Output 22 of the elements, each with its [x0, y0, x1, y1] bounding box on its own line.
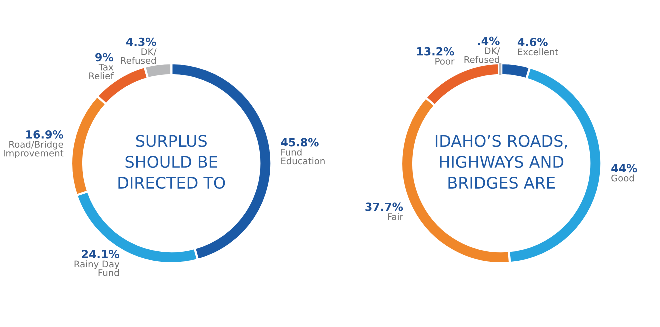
slice-label: Tax Relief [90, 64, 114, 80]
slice-label: Fund Education [282, 148, 325, 165]
slice-label: Rainy Day Fund [74, 260, 120, 276]
data-label: 37.7% [366, 202, 404, 212]
data-label: 4.6% [518, 38, 548, 46]
text: IDAHO’S ROADS, HIGHWAYS AND BRIDGES ARE [436, 135, 568, 190]
data-label: 13.2% [417, 47, 454, 56]
slice-label: Fair [388, 213, 404, 220]
data-label: 16.9% [26, 130, 64, 139]
slice-label: DK/ Refused [121, 48, 157, 64]
slice-label: Poor [436, 58, 455, 65]
data-label: 9% [96, 53, 114, 62]
slice-label: Good [612, 174, 634, 182]
data-label: 4.3% [126, 38, 156, 46]
data-label: 45.8% [281, 138, 319, 147]
slice-label: Road/Bridge Improvement [4, 141, 64, 159]
data-label: .4% [478, 36, 500, 46]
data-label: 44% [612, 164, 638, 173]
text: SURPLUS SHOULD BE DIRECTED TO [118, 135, 226, 190]
slice-label: DK/ Refused [464, 48, 500, 64]
slice-label: Excellent [518, 48, 558, 56]
data-label: 24.1% [82, 250, 120, 258]
